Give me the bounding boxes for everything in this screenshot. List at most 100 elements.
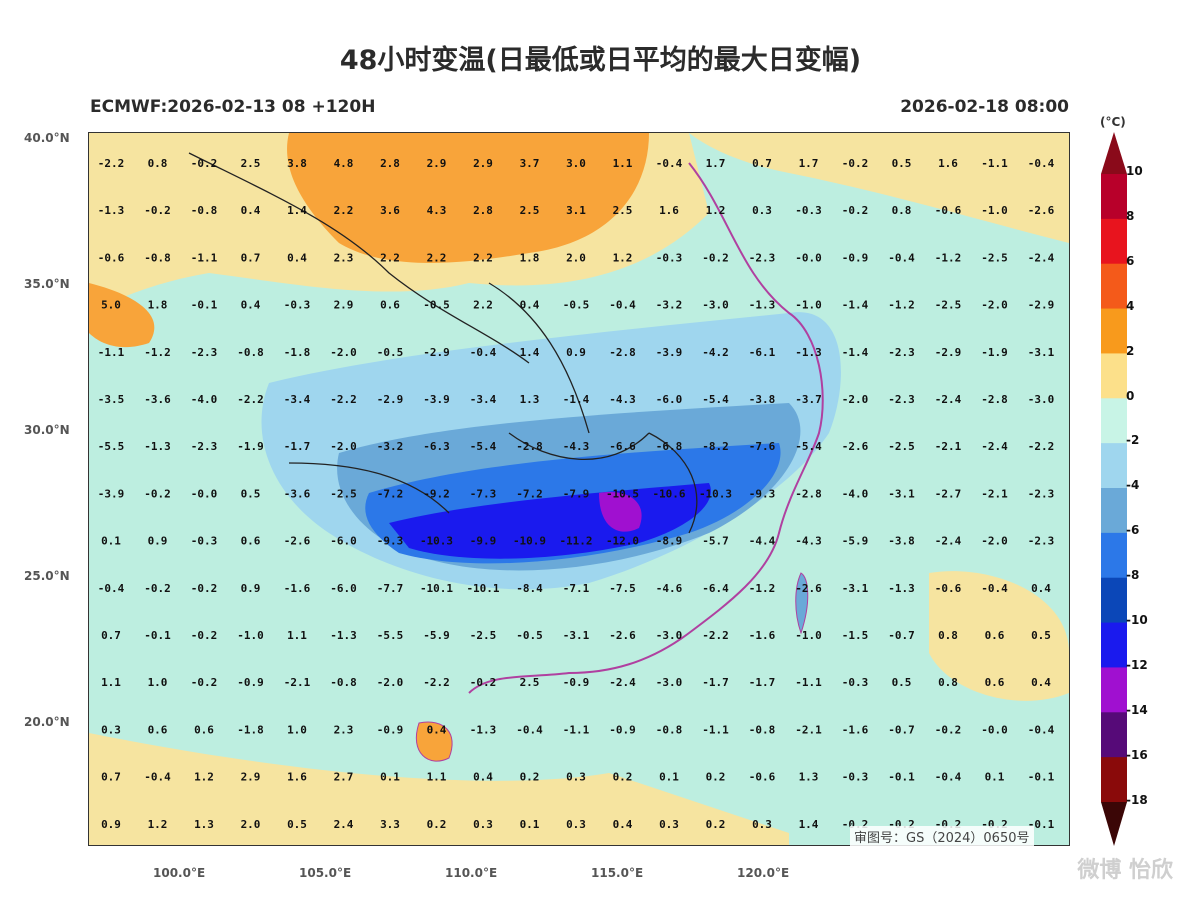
grid-value: -0.5 <box>563 299 590 312</box>
grid-value: 1.4 <box>799 818 819 831</box>
grid-value: -0.8 <box>330 676 357 689</box>
grid-value: 1.7 <box>799 157 819 170</box>
grid-value: -3.1 <box>842 582 869 595</box>
grid-value: -2.5 <box>935 299 962 312</box>
grid-value: -10.1 <box>466 582 499 595</box>
grid-value: -0.6 <box>749 771 776 784</box>
coastline <box>468 162 824 694</box>
grid-value: 1.4 <box>520 346 540 359</box>
grid-value: -0.4 <box>609 299 636 312</box>
grid-value: -0.1 <box>191 299 218 312</box>
grid-value: -12.0 <box>606 535 639 548</box>
grid-value: -5.4 <box>470 440 497 453</box>
grid-value: 4.3 <box>427 204 447 217</box>
grid-value: -0.2 <box>702 251 729 264</box>
grid-value: 0.7 <box>101 771 121 784</box>
colorbar-unit: (°C) <box>1100 115 1126 129</box>
approval-number: 审图号：GS（2024）0650号 <box>850 826 1034 847</box>
grid-value: -0.9 <box>609 723 636 736</box>
grid-value: -10.5 <box>606 487 639 500</box>
colorbar-segment <box>1101 577 1127 624</box>
grid-value: -3.9 <box>656 346 683 359</box>
colorbar-tick-label: -10 <box>1126 613 1148 627</box>
colorbar-tick-label: 10 <box>1126 164 1143 178</box>
colorbar-segment <box>1101 443 1127 489</box>
grid-value: -2.5 <box>888 440 915 453</box>
grid-value: -0.9 <box>842 251 869 264</box>
grid-value: -1.0 <box>237 629 264 642</box>
grid-value: -3.2 <box>377 440 404 453</box>
colorbar-tick-label: 6 <box>1126 253 1135 268</box>
grid-value: -0.4 <box>935 771 962 784</box>
warm-region-northeast <box>689 133 1069 243</box>
grid-value: -0.2 <box>144 582 171 595</box>
grid-value: 2.2 <box>427 251 447 264</box>
grid-value: 0.2 <box>520 771 540 784</box>
grid-value: -1.9 <box>237 440 264 453</box>
grid-value: -1.8 <box>284 346 311 359</box>
grid-value: -7.9 <box>563 487 590 500</box>
grid-value: -10.6 <box>652 487 685 500</box>
grid-value: 1.4 <box>287 204 307 217</box>
grid-value: -2.9 <box>1028 299 1055 312</box>
grid-value: -1.6 <box>749 629 776 642</box>
grid-value: -0.8 <box>749 723 776 736</box>
grid-value: -0.9 <box>377 723 404 736</box>
grid-value: 0.1 <box>520 818 540 831</box>
colorbar-segment <box>1101 622 1127 668</box>
grid-values: -2.2 0.8 -0.2 2.5 3.8 4.8 2.8 2.9 2.9 3.7 3.0 1.1 -0… <box>98 157 1055 831</box>
grid-value: -0.2 <box>842 157 869 170</box>
grid-value: -5.7 <box>702 535 729 548</box>
grid-value: 2.3 <box>334 251 354 264</box>
province-boundaries <box>188 152 698 534</box>
grid-value: 0.4 <box>1031 582 1051 595</box>
grid-value: -0.4 <box>516 723 543 736</box>
grid-value: -2.3 <box>749 251 776 264</box>
grid-value: -2.5 <box>470 629 497 642</box>
valid-time-label: 2026-02-18 08:00 <box>900 97 1069 117</box>
colorbar-tick-label: 2 <box>1126 343 1135 358</box>
grid-value: -2.2 <box>1028 440 1055 453</box>
grid-value: 2.2 <box>334 204 354 217</box>
grid-value: -3.8 <box>749 393 776 406</box>
grid-value: -0.8 <box>237 346 264 359</box>
grid-value: -2.0 <box>842 393 869 406</box>
grid-value: 5.0 <box>101 299 121 312</box>
grid-value: 0.9 <box>241 582 261 595</box>
lat-label-30: 30.0°N <box>24 423 70 437</box>
colorbar-top-arrow <box>1101 132 1127 174</box>
grid-value: 1.2 <box>706 204 726 217</box>
grid-value: -9.3 <box>377 535 404 548</box>
grid-value: -0.3 <box>842 771 869 784</box>
grid-value: 0.7 <box>101 629 121 642</box>
grid-value: -0.9 <box>563 676 590 689</box>
grid-value: 0.1 <box>101 535 121 548</box>
grid-value: 0.6 <box>985 676 1005 689</box>
grid-value: -0.8 <box>656 723 683 736</box>
grid-value: -2.9 <box>377 393 404 406</box>
grid-value: 1.6 <box>938 157 958 170</box>
grid-value: -9.2 <box>423 487 450 500</box>
grid-value: 0.3 <box>659 818 679 831</box>
grid-value: -1.0 <box>795 629 822 642</box>
grid-value: -0.4 <box>888 251 915 264</box>
grid-value: -1.1 <box>191 251 218 264</box>
colorbar-tick-label: -16 <box>1126 747 1148 762</box>
grid-value: -10.3 <box>699 487 732 500</box>
grid-value: -2.3 <box>191 346 218 359</box>
grid-value: -2.2 <box>330 393 357 406</box>
grid-value: -2.0 <box>330 346 357 359</box>
grid-value: -1.3 <box>888 582 915 595</box>
grid-value: -9.9 <box>470 535 497 548</box>
grid-value: -11.2 <box>559 535 592 548</box>
grid-value: -1.3 <box>795 346 822 359</box>
grid-value: 0.3 <box>752 204 772 217</box>
grid-value: -1.3 <box>470 723 497 736</box>
grid-value: 1.8 <box>520 251 540 264</box>
watermark: 微博 怡欣 <box>1077 858 1173 883</box>
grid-value: -2.6 <box>609 629 636 642</box>
grid-value: 1.0 <box>287 723 307 736</box>
warm-region-east-sea <box>929 571 1069 701</box>
grid-value: -0.6 <box>98 251 125 264</box>
grid-value: -2.8 <box>609 346 636 359</box>
